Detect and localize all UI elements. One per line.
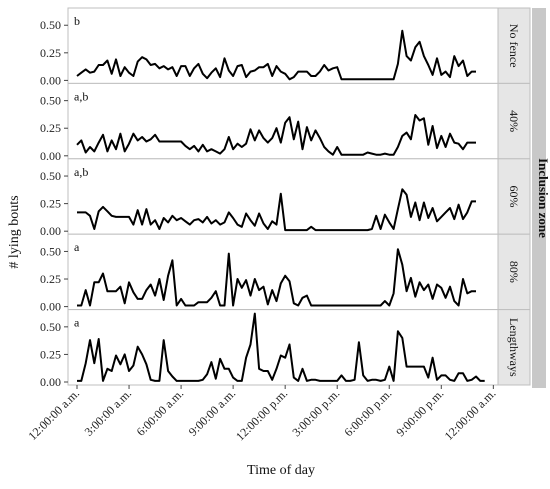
- panel-strip: [497, 309, 531, 386]
- x-axis: 12:00:00 a.m. 3:00:00 a.m. 6:00:00 a.m. 9:0…: [25, 385, 498, 444]
- x-tick-label: 3:00:00 p.m.: [289, 386, 342, 439]
- series-line-2: [77, 188, 476, 232]
- y-tick-label: 0.00: [40, 73, 61, 87]
- y-tick-label: 0.25: [40, 46, 61, 60]
- series-line-3: [77, 248, 476, 307]
- y-tick-label: 0.50: [40, 18, 61, 32]
- panel-strip: [497, 158, 531, 235]
- y-tick-label: 0.00: [40, 300, 61, 314]
- x-tick-label: 6:00:00 p.m.: [341, 386, 394, 439]
- panel-0: No fence b 0.00 0.25 0.50: [40, 7, 531, 87]
- x-axis-title: Time of day: [247, 463, 315, 478]
- panel-strip-label: No fence: [507, 24, 521, 68]
- series-line-4: [77, 312, 485, 382]
- panel-1: 40% a,b 0.00 0.25 0.50: [40, 82, 531, 163]
- panel-strip: [497, 233, 531, 311]
- panel-2: 60% a,b 0.00 0.25 0.50: [40, 158, 531, 238]
- y-tick-label: 0.25: [40, 121, 61, 135]
- series-line-0: [76, 29, 476, 81]
- panel-significance-letter: a,b: [74, 89, 88, 103]
- x-tick-label: 12:00:00 a.m.: [442, 386, 499, 443]
- panel-frame: [67, 309, 499, 386]
- panel-strip: [497, 82, 531, 160]
- outer-strip: [532, 8, 546, 388]
- panel-significance-letter: a: [74, 240, 80, 254]
- panel-significance-letter: b: [74, 14, 80, 28]
- series-line-1: [76, 114, 476, 156]
- y-tick-label: 0.00: [40, 224, 61, 238]
- y-tick-label: 0.25: [40, 197, 61, 211]
- panel-strip-label: 40%: [507, 110, 521, 132]
- panel-strip-label: 60%: [507, 186, 521, 208]
- panels: No fenceb0.000.250.5040%a,b0.000.250.506…: [40, 7, 531, 389]
- panel-significance-letter: a,b: [74, 165, 88, 179]
- x-tick-label: 9:00:00 p.m.: [393, 386, 446, 439]
- y-tick-label: 0.25: [40, 347, 61, 361]
- panel-significance-letter: a: [74, 316, 80, 330]
- strip-title: Inclusion zone: [536, 158, 550, 238]
- x-tick-label: 3:00:00 a.m.: [82, 386, 135, 439]
- y-tick-label: 0.50: [40, 94, 61, 108]
- y-tick-label: 0.00: [40, 375, 61, 389]
- panel-3: 80% a 0.00 0.25 0.50: [40, 233, 531, 314]
- y-tick-label: 0.50: [40, 244, 61, 258]
- panel-strip-label: 80%: [507, 261, 521, 283]
- x-tick-label: 12:00:00 a.m.: [25, 386, 82, 443]
- panel-frame: [67, 158, 499, 235]
- x-tick-label: 6:00:00 a.m.: [134, 386, 187, 439]
- x-tick-label: 12:00:00 p.m.: [233, 386, 290, 443]
- y-tick-label: 0.25: [40, 272, 61, 286]
- x-tick-label: 9:00:00 a.m.: [186, 386, 239, 439]
- y-tick-label: 0.00: [40, 149, 61, 163]
- panel-4: Lengthways a 0.00 0.25 0.50: [40, 309, 531, 389]
- panel-strip-label: Lengthways: [507, 318, 521, 377]
- y-axis-title: # lying bouts: [7, 195, 22, 268]
- panel-frame: [67, 82, 499, 160]
- y-tick-label: 0.50: [40, 169, 61, 183]
- y-tick-label: 0.50: [40, 320, 61, 334]
